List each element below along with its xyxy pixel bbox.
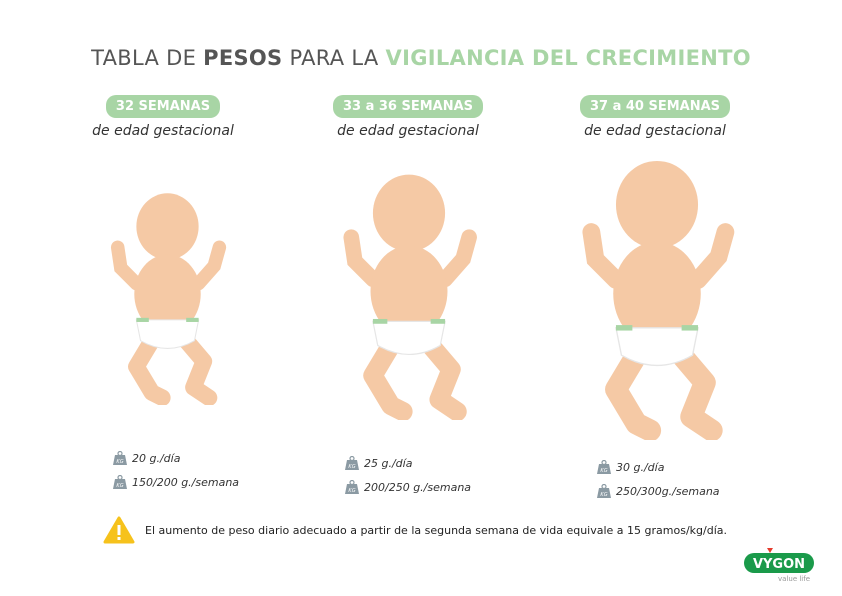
baby-illustration	[335, 165, 483, 420]
daily-gain: 25 g./día	[364, 456, 413, 470]
column-33-36: 33 a 36 SEMANAS de edad gestacional	[288, 95, 528, 139]
vygon-logo: VYGON	[744, 548, 814, 573]
daily-gain: 20 g./día	[132, 451, 181, 465]
page-title: TABLA DE PESOS PARA LA VIGILANCIA DEL CR…	[91, 46, 751, 70]
age-badge: 32 SEMANAS	[105, 95, 221, 118]
weight-kg-icon	[113, 450, 128, 466]
weekly-gain: 200/250 g./semana	[364, 480, 472, 494]
age-badge: 33 a 36 SEMANAS	[332, 95, 484, 118]
daily-gain: 30 g./día	[616, 460, 665, 474]
weight-kg-icon	[345, 479, 360, 495]
weight-kg-icon	[345, 455, 360, 471]
age-subtitle: de edad gestacional	[92, 123, 234, 139]
weight-stats: 25 g./día 200/250 g./semana	[345, 451, 471, 499]
weekly-gain: 250/300g./semana	[616, 484, 720, 498]
weekly-gain: 150/200 g./semana	[132, 475, 240, 489]
column-37-40: 37 a 40 SEMANAS de edad gestacional	[535, 95, 775, 139]
age-badge: 37 a 40 SEMANAS	[579, 95, 731, 118]
weight-stats: 30 g./día 250/300g./semana	[597, 455, 720, 503]
note-text: El aumento de peso diario adecuado a par…	[145, 523, 728, 537]
weight-kg-icon	[597, 483, 612, 499]
column-32: 32 SEMANAS de edad gestacional	[43, 95, 283, 139]
svg-text:VYGON: VYGON	[753, 557, 805, 572]
baby-illustration	[105, 185, 230, 405]
weight-stats: 20 g./día 150/200 g./semana	[113, 446, 239, 494]
growth-note: El aumento de peso diario adecuado a par…	[103, 516, 727, 544]
age-subtitle: de edad gestacional	[337, 123, 479, 139]
logo-tagline: value life	[778, 575, 811, 583]
age-subtitle: de edad gestacional	[584, 123, 726, 139]
baby-illustration	[572, 150, 742, 440]
warning-icon	[103, 516, 135, 544]
weight-kg-icon	[113, 474, 128, 490]
weight-kg-icon	[597, 459, 612, 475]
